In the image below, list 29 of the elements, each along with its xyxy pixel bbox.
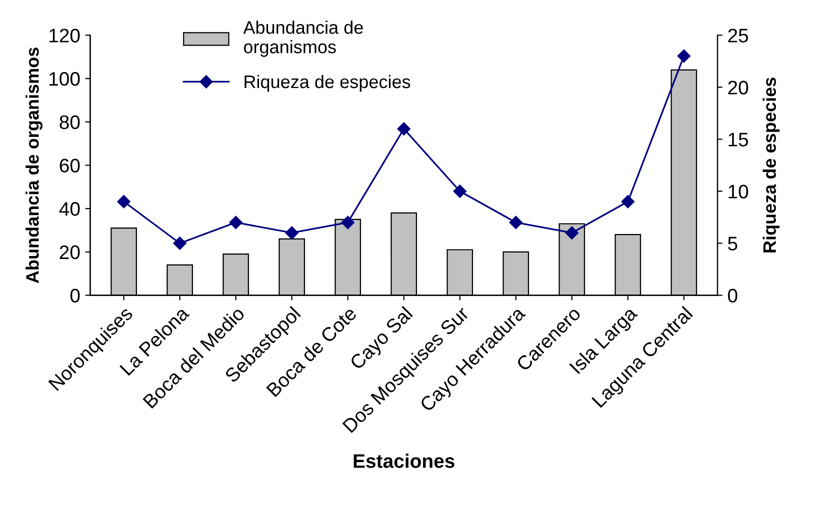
y2-tick-label: 0	[728, 288, 738, 302]
y2-tick-label: 5	[728, 236, 738, 250]
y-tick-label: 60	[60, 158, 80, 172]
point	[565, 226, 578, 240]
point	[341, 216, 354, 230]
point	[117, 195, 130, 208]
y-axis-title: Abundancia de organismos	[26, 48, 42, 284]
y-tick-label: 80	[60, 115, 80, 130]
y-tick-label: 40	[59, 202, 80, 216]
y2-tick-label: 25	[728, 28, 748, 42]
point	[677, 49, 690, 63]
y-tick-label: 0	[70, 288, 80, 302]
legend-label: Riqueza de especies	[244, 74, 410, 92]
legend-label: Abundancia de organismos	[243, 20, 363, 57]
y-tick-label: 20	[60, 245, 80, 260]
point	[229, 216, 242, 230]
point	[397, 122, 410, 136]
y2-tick-label: 20	[728, 80, 748, 94]
y-tick-label: 100	[50, 72, 80, 86]
y-tick-label: 120	[50, 28, 80, 42]
point	[509, 216, 522, 230]
point	[285, 226, 298, 240]
point	[621, 195, 634, 208]
y2-tick-label: 15	[728, 132, 748, 146]
x-axis-title: Estaciones	[354, 454, 454, 468]
point	[173, 236, 186, 250]
y2-axis-title: Riqueza de especies	[762, 78, 780, 252]
y2-tick-label: 10	[728, 184, 748, 198]
point	[453, 184, 466, 198]
